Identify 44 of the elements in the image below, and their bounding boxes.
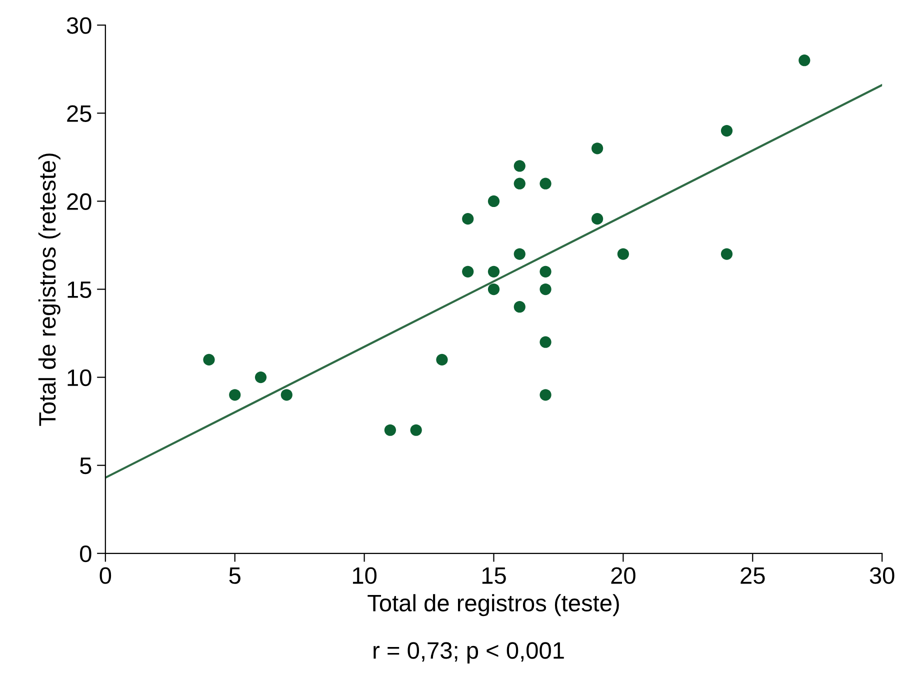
x-tick-label: 10 bbox=[352, 567, 377, 584]
y-tick-label: 0 bbox=[80, 545, 92, 562]
x-tick-label: 5 bbox=[229, 567, 240, 584]
point bbox=[488, 266, 500, 278]
y-tick-label: 5 bbox=[80, 458, 92, 474]
point bbox=[540, 389, 552, 401]
point bbox=[488, 283, 500, 296]
x-tick-label: 30 bbox=[870, 567, 894, 584]
point bbox=[591, 213, 604, 225]
y-tick-label: 15 bbox=[68, 282, 92, 298]
point bbox=[514, 178, 526, 190]
x-tick-label: 0 bbox=[100, 567, 112, 584]
point bbox=[798, 54, 810, 66]
point bbox=[229, 389, 241, 401]
point bbox=[514, 160, 526, 172]
x-tick-label: 20 bbox=[611, 567, 636, 584]
point bbox=[617, 248, 629, 260]
point bbox=[540, 178, 552, 190]
point bbox=[203, 354, 215, 366]
point bbox=[540, 283, 552, 296]
y-axis-title: Total de registros (reteste) bbox=[38, 154, 60, 426]
y-tick-label: 20 bbox=[67, 193, 92, 210]
point bbox=[514, 248, 526, 260]
point bbox=[540, 336, 552, 348]
point bbox=[514, 301, 526, 313]
point bbox=[462, 213, 474, 225]
point bbox=[462, 266, 474, 278]
point bbox=[488, 195, 500, 208]
point bbox=[591, 142, 604, 154]
point bbox=[254, 371, 267, 384]
y-tick-label: 30 bbox=[66, 17, 92, 34]
text: r = 0,73; p < 0,001 bbox=[374, 642, 564, 664]
x-axis-title: Total de registros (teste) bbox=[368, 594, 619, 616]
point bbox=[720, 124, 733, 137]
point bbox=[410, 424, 422, 436]
point bbox=[384, 424, 396, 436]
x-tick-label: 25 bbox=[740, 567, 765, 584]
x-tick-label: 15 bbox=[482, 567, 506, 584]
y-tick-label: 10 bbox=[68, 369, 92, 386]
point bbox=[720, 248, 733, 260]
point bbox=[280, 389, 292, 401]
y-tick-label: 25 bbox=[67, 105, 92, 122]
point bbox=[436, 354, 448, 366]
point bbox=[540, 266, 552, 278]
